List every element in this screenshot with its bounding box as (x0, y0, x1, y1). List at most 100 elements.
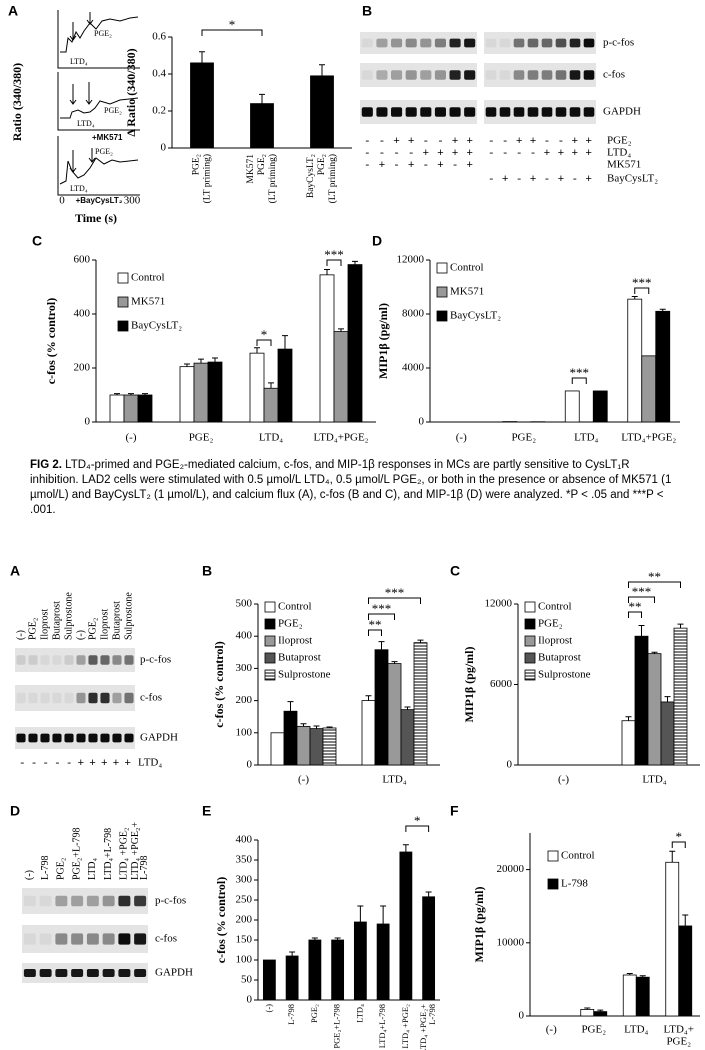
legend-swatch (117, 272, 129, 284)
y-tick-label: 300 (236, 662, 253, 674)
panel-label: B (202, 563, 212, 579)
error-bar (669, 850, 676, 863)
error-bar (326, 726, 333, 728)
bar (109, 394, 125, 423)
x-tick-label: PGE₂ (317, 154, 327, 175)
y-tick-label: 100 (236, 954, 253, 966)
bar (678, 925, 693, 1017)
y-tick-label: 8000 (402, 308, 425, 320)
y-tick-label: 500 (236, 598, 253, 610)
bar (622, 974, 637, 1017)
lane-label: L-798 (40, 856, 51, 880)
panel-label: A (8, 3, 18, 19)
band (71, 895, 84, 907)
legend-swatch (524, 669, 536, 681)
band (541, 38, 553, 48)
error-bar (352, 260, 358, 265)
x-tick-label: BayCysLT₂ (306, 154, 316, 198)
blot-row-label: c-fos (155, 933, 177, 945)
bar (262, 959, 276, 1001)
x-tick-label: (-) (126, 432, 137, 444)
treatment-signs: - - - - - + + + + + (19, 758, 131, 770)
x-tick-label: LTD₄ (574, 432, 598, 444)
band (420, 107, 432, 117)
x-tick-label: PGE₂ (309, 1004, 319, 1023)
y-axis-label: Ratio (340/380) (10, 63, 24, 141)
legend-label: Control (450, 262, 484, 274)
significance-bracket (201, 29, 263, 36)
error-bar (682, 914, 689, 926)
legend-swatch (524, 635, 536, 647)
bar (673, 627, 688, 766)
band (39, 895, 52, 907)
x-tick-label: LTD₄ (642, 774, 666, 786)
band (16, 733, 26, 743)
treatment-label: BayCysLT₂ (607, 173, 658, 185)
treatment-signs: - - + + - - + + (488, 136, 592, 148)
band (583, 107, 595, 117)
x-tick-label: (-) (298, 774, 309, 786)
y-tick-label: 0 (247, 994, 253, 1006)
bar (413, 642, 428, 766)
bar (310, 75, 334, 149)
band (76, 655, 86, 665)
bar (374, 649, 389, 766)
significance-label: *** (372, 601, 392, 616)
legend-label: BayCysLT₂ (131, 320, 182, 332)
y-tick-label: 300 (236, 874, 253, 886)
bar (331, 939, 345, 1001)
legend-label: PGE₂ (278, 618, 303, 630)
band (52, 733, 62, 743)
bar (660, 701, 675, 766)
error-bar (311, 937, 318, 940)
band (405, 107, 417, 117)
blot-row-label: p-c-fos (140, 654, 171, 666)
error-bar (638, 624, 645, 637)
panel-label: D (10, 803, 20, 819)
significance-bracket (256, 339, 272, 346)
significance-label: *** (632, 584, 652, 599)
arrows (69, 12, 96, 173)
lane-label: PGE₂ (56, 858, 67, 880)
band (64, 655, 74, 665)
legend-swatch (264, 601, 276, 613)
band (583, 70, 595, 80)
band (569, 38, 581, 48)
error-bar (334, 937, 341, 940)
legend-label: Iloprost (538, 635, 572, 647)
significance-label: * (261, 327, 268, 342)
x-axis-label: Time (s) (75, 211, 117, 225)
bar (137, 394, 153, 423)
band (555, 70, 567, 80)
legend-swatch (436, 286, 448, 298)
significance-label: *** (632, 275, 652, 290)
x-tick-label: (-) (263, 1004, 273, 1013)
significance-bracket (368, 629, 382, 636)
x-tick-label: LTD₄ (382, 774, 406, 786)
band (100, 655, 110, 665)
significance-bracket (571, 377, 587, 384)
error-bar (289, 951, 296, 956)
band (124, 655, 134, 665)
error-bar (313, 725, 320, 729)
band (28, 733, 38, 743)
legend-label: Control (278, 601, 312, 613)
error-bar (287, 701, 294, 712)
band (76, 733, 86, 743)
band (39, 969, 52, 977)
band (39, 933, 52, 945)
blot-row-label: p-c-fos (603, 37, 634, 49)
legend-label: MK571 (450, 286, 484, 298)
error-bar (128, 393, 134, 395)
band (464, 107, 476, 117)
band (71, 933, 84, 945)
significance-label: ** (369, 617, 382, 632)
bar (621, 720, 636, 766)
band (112, 655, 122, 665)
error-bar (402, 844, 409, 852)
bar (319, 274, 335, 423)
lane-label: PGE₂ (87, 618, 98, 640)
error-bar (300, 723, 307, 727)
band (55, 969, 68, 977)
y-axis-label: c-fos (% control) (44, 298, 58, 384)
